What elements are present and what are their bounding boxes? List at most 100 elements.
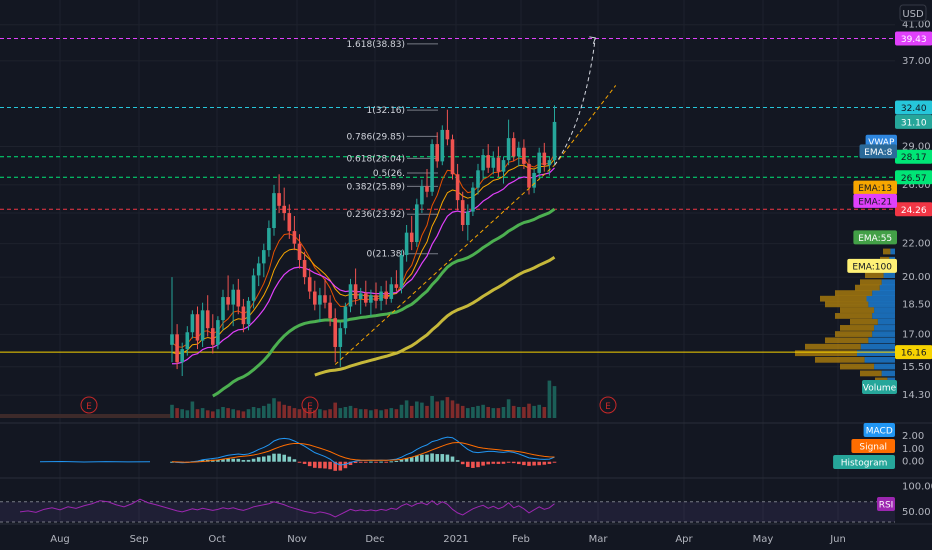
volume-bar — [486, 407, 490, 418]
price-tick: 17.00 — [902, 329, 931, 340]
candle-body — [333, 318, 337, 347]
candle-body — [374, 295, 378, 301]
volume-bar — [195, 409, 200, 418]
grid — [0, 0, 932, 525]
macd-pane — [39, 436, 557, 471]
histogram-bar — [262, 456, 266, 462]
volume-profile-up — [805, 343, 861, 350]
histogram-bar — [537, 461, 541, 466]
macd-label-text: Signal — [859, 443, 887, 453]
histogram-bar — [236, 458, 241, 462]
rsi-label-text: RSI — [879, 501, 894, 511]
candle-body — [236, 289, 241, 307]
price-tick: 14.30 — [902, 390, 931, 401]
histogram-bar — [404, 457, 409, 462]
price-axis[interactable]: 41.0037.0029.0026.0024.0022.0020.0018.50… — [833, 20, 932, 518]
volume-profile-down — [881, 370, 895, 377]
trendlines[interactable] — [334, 36, 617, 365]
candle-body — [435, 144, 439, 162]
histogram-bar — [532, 461, 536, 466]
macd-label-text: MACD — [866, 427, 893, 437]
fib-label: 0.786(29.85) — [346, 132, 405, 142]
histogram-bar — [256, 457, 261, 462]
candle-body — [277, 193, 281, 206]
volume-bar — [287, 405, 292, 418]
volume-bar — [241, 411, 246, 418]
histogram-bar — [369, 461, 373, 463]
volume-bar — [404, 400, 409, 418]
candle-body — [425, 186, 429, 192]
volume-profile-down — [857, 350, 895, 357]
volume-bar — [231, 409, 235, 418]
level-label-badge — [895, 100, 932, 115]
candle-body — [486, 155, 490, 168]
price-tick: 20.00 — [902, 272, 931, 283]
candle-body — [496, 157, 501, 172]
candle-body — [231, 289, 235, 305]
volume-bar — [318, 409, 322, 418]
volume-bar — [277, 401, 281, 418]
candle-body — [409, 232, 414, 243]
time-axis[interactable]: Aug Sep Oct Nov Dec 2021 Feb Mar Apr May Jun — [50, 534, 846, 545]
histogram-bar — [358, 461, 363, 463]
earnings-label: E — [307, 402, 313, 412]
volume-bar — [185, 410, 190, 418]
fib-label: 0.5(26. — [373, 169, 405, 179]
volume-bar — [532, 405, 536, 418]
volume-bar — [455, 403, 460, 418]
candle-body — [226, 297, 230, 305]
candle-body — [364, 293, 368, 303]
volume-bar — [211, 411, 215, 418]
volume-bar — [399, 404, 404, 418]
volume-bar — [302, 408, 307, 418]
time-tick: Mar — [589, 534, 609, 545]
histogram-bar — [455, 460, 460, 462]
histogram-bar — [282, 454, 286, 462]
volume-bar — [420, 402, 424, 418]
ema-lines — [171, 153, 556, 398]
histogram-bar — [481, 461, 485, 466]
fibonacci-retracement[interactable]: 1.618(38.83) 1(32.16) 0.786(29.85) 0.618(28… — [346, 40, 438, 260]
horizontal-levels[interactable] — [0, 37, 895, 353]
currency-label[interactable]: USD — [899, 4, 927, 22]
volume-bar — [445, 397, 450, 418]
volume-bar — [394, 409, 399, 418]
histogram-bar — [364, 461, 368, 463]
fib-label: 0.618(28.04) — [346, 154, 405, 164]
volume-bar — [226, 408, 230, 418]
volume-bar — [496, 408, 501, 418]
currency-badge[interactable] — [899, 4, 927, 22]
volume-bar — [216, 409, 220, 418]
ema-13-line — [171, 158, 555, 355]
candle-body — [297, 243, 302, 261]
candle-body — [532, 172, 536, 188]
histogram-bar — [348, 461, 353, 465]
histogram-bar — [302, 461, 307, 464]
macd-tick: 1.00 — [902, 444, 924, 455]
volume-profile-up — [855, 284, 880, 291]
level-label-text: 39.43 — [901, 35, 927, 45]
volume-profile-up — [840, 363, 875, 370]
volume-bar — [343, 407, 348, 418]
earnings-marker — [301, 396, 319, 414]
volume-profile-down — [860, 343, 895, 350]
level-label-badge — [895, 345, 932, 360]
volume-bar — [425, 405, 429, 418]
earnings-label: E — [86, 402, 92, 412]
histogram-bar — [374, 461, 378, 463]
level-label-badge — [895, 31, 932, 46]
earnings-label: E — [605, 402, 611, 412]
histogram-bar — [323, 461, 327, 469]
volume-profile-up — [883, 248, 891, 255]
histogram-bar — [226, 458, 230, 462]
candle-body — [267, 228, 271, 251]
volume-bar — [272, 398, 276, 418]
volume-profile-down — [864, 356, 895, 363]
price-tick: 22.00 — [902, 239, 931, 250]
volume-profile-down — [883, 272, 895, 279]
histogram-bar — [200, 460, 205, 462]
volume-bar — [267, 403, 271, 418]
candles — [170, 105, 557, 376]
